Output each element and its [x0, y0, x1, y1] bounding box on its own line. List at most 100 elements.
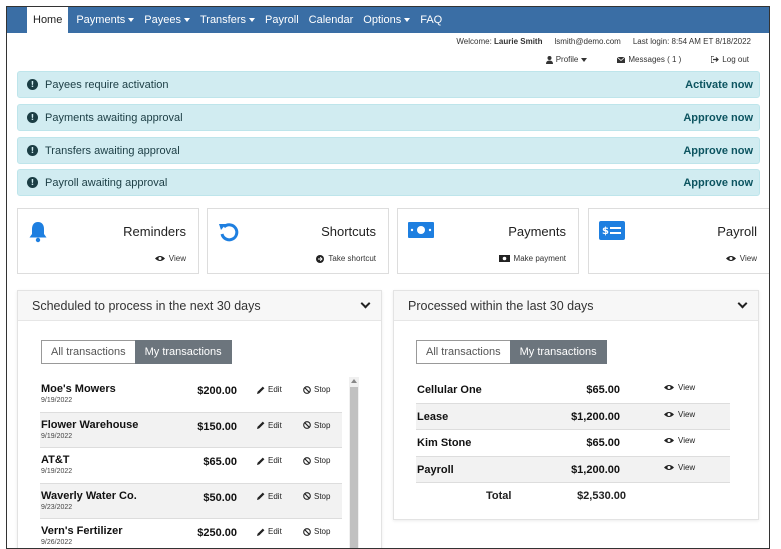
- nav-calendar[interactable]: Calendar: [309, 7, 354, 33]
- stop-label: Stop: [314, 420, 331, 430]
- eye-icon: [664, 411, 674, 417]
- my-transactions-button[interactable]: My transactions: [509, 340, 607, 364]
- chevron-down-icon[interactable]: [737, 298, 748, 309]
- ban-icon: [303, 527, 311, 536]
- chevron-down-icon[interactable]: [360, 298, 371, 309]
- welcome-label: Welcome:: [456, 37, 492, 46]
- svg-text:$: $: [602, 226, 609, 237]
- alert-text: Transfers awaiting approval: [45, 144, 180, 157]
- edit-button[interactable]: Edit: [257, 492, 282, 501]
- view-button[interactable]: View: [664, 410, 695, 419]
- ban-icon: [303, 492, 311, 500]
- scroll-up-arrow-icon[interactable]: [351, 379, 357, 383]
- payment-date: 9/23/2022: [41, 503, 73, 511]
- scheduled-list: Moe's Mowers 9/19/2022 $200.00 Edit Stop…: [40, 377, 342, 548]
- all-transactions-button[interactable]: All transactions: [416, 340, 510, 364]
- eye-icon: [664, 385, 674, 390]
- approve-payroll-link[interactable]: Approve now: [683, 176, 753, 189]
- view-label: View: [678, 409, 696, 419]
- tile-link-label: View: [168, 254, 186, 263]
- stop-button[interactable]: Stop: [303, 527, 330, 536]
- all-transactions-button[interactable]: All transactions: [41, 340, 135, 364]
- edit-button[interactable]: Edit: [257, 421, 282, 430]
- tile-title: Payroll: [717, 224, 757, 239]
- tile-reminders: Reminders View: [17, 208, 199, 274]
- pencil-icon: [257, 492, 265, 500]
- reminders-view-link[interactable]: View: [154, 254, 186, 263]
- view-button[interactable]: View: [664, 463, 695, 472]
- edit-button[interactable]: Edit: [257, 456, 282, 465]
- messages-link[interactable]: Messages ( 1 ): [617, 55, 681, 64]
- table-row: AT&T 9/19/2022 $65.00 Edit Stop: [40, 448, 342, 484]
- take-shortcut-link[interactable]: Take shortcut: [316, 254, 376, 263]
- logout-link[interactable]: Log out: [711, 55, 749, 64]
- stop-button[interactable]: Stop: [303, 385, 330, 394]
- nav-payees[interactable]: Payees: [144, 7, 190, 33]
- user-email: lsmith@demo.com: [554, 37, 621, 46]
- caret-down-icon: [404, 18, 411, 22]
- tile-link-label: Take shortcut: [328, 254, 376, 263]
- my-transactions-button[interactable]: My transactions: [134, 340, 232, 364]
- bell-icon: [29, 222, 47, 243]
- view-label: View: [678, 383, 696, 392]
- view-button[interactable]: View: [664, 436, 695, 445]
- envelope-icon: [617, 56, 626, 63]
- tile-link-label: Make payment: [513, 254, 566, 263]
- total-amount: $2,530.00: [577, 490, 626, 502]
- stop-button[interactable]: Stop: [303, 456, 330, 465]
- alert-payments: ! Payments awaiting approval Approve now: [17, 104, 760, 131]
- nav-payees-label: Payees: [144, 14, 181, 26]
- view-label: View: [678, 462, 696, 472]
- scheduled-panel-header[interactable]: Scheduled to process in the next 30 days: [18, 291, 381, 321]
- panel-title: Processed within the last 30 days: [408, 298, 594, 313]
- nav-payroll[interactable]: Payroll: [265, 7, 299, 33]
- payroll-view-link[interactable]: View: [725, 254, 757, 263]
- approve-transfers-link[interactable]: Approve now: [683, 144, 753, 157]
- profile-menu[interactable]: Profile: [545, 55, 588, 64]
- total-label: Total: [486, 490, 512, 502]
- payment-amount: $65.00: [586, 437, 620, 449]
- nav-home[interactable]: Home: [27, 7, 69, 33]
- table-row: Moe's Mowers 9/19/2022 $200.00 Edit Stop: [40, 377, 342, 413]
- nav-payroll-label: Payroll: [265, 14, 299, 26]
- payee-name: Moe's Mowers: [41, 383, 116, 395]
- edit-button[interactable]: Edit: [257, 385, 282, 394]
- edit-label: Edit: [268, 420, 282, 430]
- make-payment-link[interactable]: Make payment: [498, 254, 566, 263]
- money-icon: [408, 222, 434, 238]
- tile-payroll: $ Payroll View: [588, 208, 769, 274]
- payee-name: Kim Stone: [417, 437, 472, 449]
- payee-name: AT&T: [41, 454, 70, 466]
- nav-payments[interactable]: Payments: [76, 7, 135, 33]
- table-row: Lease $1,200.00 View: [416, 403, 730, 430]
- scroll-thumb[interactable]: [350, 387, 358, 548]
- scrollbar[interactable]: [349, 377, 359, 548]
- stop-button[interactable]: Stop: [303, 421, 330, 430]
- profile-label: Profile: [555, 55, 579, 64]
- ban-icon: [303, 421, 311, 429]
- payment-date: 9/19/2022: [41, 468, 73, 475]
- activate-now-link[interactable]: Activate now: [685, 78, 753, 91]
- nav-faq[interactable]: FAQ: [420, 7, 442, 33]
- processed-toggle: All transactions My transactions: [416, 340, 607, 364]
- stop-button[interactable]: Stop: [303, 492, 330, 501]
- nav-transfers[interactable]: Transfers: [200, 7, 256, 33]
- payee-name: Flower Warehouse: [41, 418, 139, 431]
- info-icon: !: [27, 112, 38, 123]
- alert-payees: ! Payees require activation Activate now: [17, 71, 760, 98]
- eye-icon: [664, 464, 674, 470]
- payment-amount: $65.00: [586, 384, 620, 396]
- approve-payments-link[interactable]: Approve now: [683, 111, 753, 124]
- money-icon: [498, 255, 510, 262]
- processed-panel-header[interactable]: Processed within the last 30 days: [394, 291, 758, 321]
- tile-title: Reminders: [123, 224, 186, 239]
- view-button[interactable]: View: [664, 383, 695, 392]
- payment-amount: $200.00: [197, 385, 237, 397]
- payment-amount: $50.00: [203, 491, 237, 504]
- edit-button[interactable]: Edit: [257, 527, 282, 536]
- ban-icon: [303, 456, 311, 465]
- info-icon: !: [27, 145, 38, 156]
- caret-down-icon: [128, 18, 135, 22]
- nav-options[interactable]: Options: [363, 7, 411, 33]
- processed-list: Cellular One $65.00 View Lease $1,200.00…: [416, 377, 730, 483]
